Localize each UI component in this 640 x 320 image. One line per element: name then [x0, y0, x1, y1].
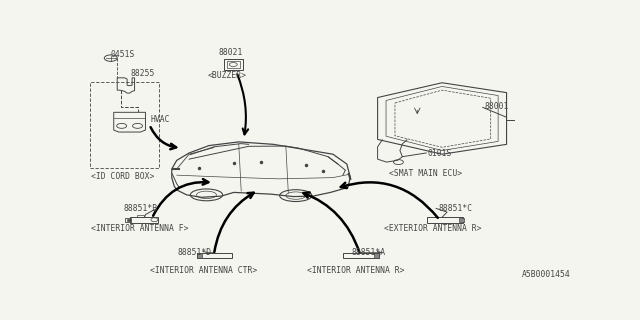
Text: 88255: 88255 — [131, 69, 155, 78]
Text: A5B0001454: A5B0001454 — [522, 270, 571, 279]
Bar — [137, 215, 144, 217]
Text: HVAC: HVAC — [150, 115, 170, 124]
Bar — [343, 253, 379, 258]
Bar — [459, 218, 464, 222]
Text: 88851*D: 88851*D — [178, 248, 212, 257]
Bar — [224, 59, 243, 70]
Text: 88851*A: 88851*A — [351, 248, 385, 257]
Bar — [125, 218, 131, 222]
Bar — [227, 61, 240, 68]
Bar — [127, 219, 130, 221]
Text: <INTERIOR ANTENNA F>: <INTERIOR ANTENNA F> — [91, 224, 188, 233]
Text: <BUZZER>: <BUZZER> — [207, 71, 246, 80]
Text: 0101S: 0101S — [428, 149, 452, 158]
Text: 88851*B: 88851*B — [123, 204, 157, 213]
Text: 0451S: 0451S — [111, 50, 135, 59]
Bar — [129, 217, 158, 223]
Text: 88021: 88021 — [219, 48, 243, 57]
Text: <EXTERIOR ANTENNA R>: <EXTERIOR ANTENNA R> — [383, 224, 481, 233]
Bar — [428, 217, 463, 223]
Bar — [196, 253, 232, 258]
Text: 88001: 88001 — [484, 102, 509, 111]
Text: <SMAT MAIN ECU>: <SMAT MAIN ECU> — [388, 169, 461, 178]
Text: <INTERIOR ANTENNA R>: <INTERIOR ANTENNA R> — [307, 266, 404, 275]
Bar — [196, 253, 202, 258]
Text: <INTERIOR ANTENNA CTR>: <INTERIOR ANTENNA CTR> — [150, 266, 258, 275]
Bar — [374, 253, 379, 258]
Text: <ID CORD BOX>: <ID CORD BOX> — [91, 172, 154, 181]
Text: 88851*C: 88851*C — [438, 204, 472, 213]
